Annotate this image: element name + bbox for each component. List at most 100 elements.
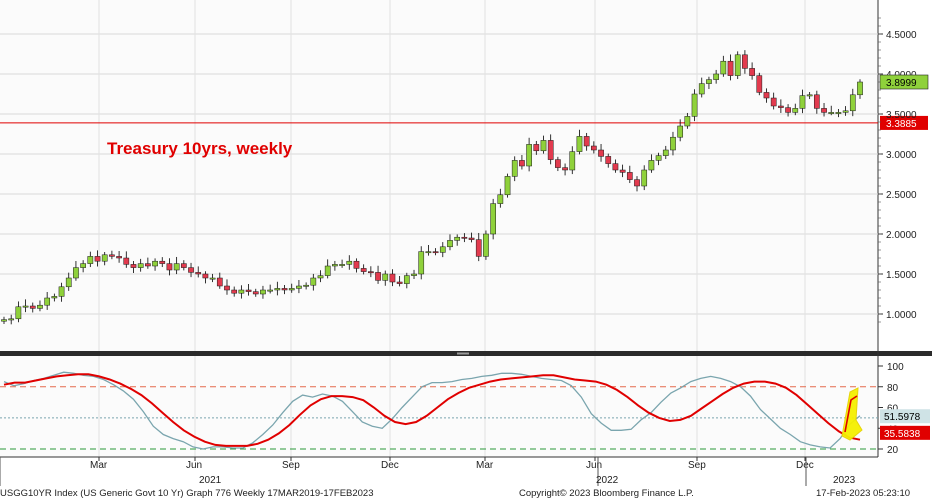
oscillator-tick-label: 60 [887,404,899,415]
candle [799,95,806,109]
candle [785,107,791,113]
candle [706,79,712,84]
candle [159,260,166,264]
candle [37,304,43,309]
candle [849,94,856,112]
candle [180,263,187,268]
candle [562,167,568,171]
candle [403,275,410,284]
candle [123,257,130,265]
candle [22,305,29,308]
separator-grip[interactable] [457,352,469,355]
candle [389,273,396,283]
candle [418,251,425,275]
candle [346,260,353,265]
year-label: 2023 [833,475,856,486]
candle [691,93,698,117]
candle [202,273,209,279]
date-tick-label: Jun [186,460,202,471]
candle [583,136,590,147]
candle [792,108,799,113]
candle [734,54,741,76]
candle [360,268,367,272]
candle [605,156,612,164]
reference-line-label-box [880,115,928,130]
oscillator-value-box [880,425,930,440]
candle [432,251,439,254]
candle [166,263,173,271]
candle [555,159,561,168]
last-value-label: 3.8999 [886,78,917,89]
candle [231,289,238,294]
candle [252,291,259,295]
candle [677,125,684,138]
candle [749,68,755,76]
candle [439,246,446,253]
candle [828,112,835,114]
price-tick-label: 3.0000 [886,150,917,161]
candle [461,236,468,239]
candle [303,284,309,287]
candle [260,289,266,295]
candle [576,136,583,152]
price-tick-label: 1.0000 [886,310,917,321]
candle [375,272,381,281]
candle [641,169,648,187]
date-tick-label: Jun [586,460,602,471]
oscillator-tick-label: 80 [887,383,899,394]
candle [224,285,230,291]
candle [504,176,511,196]
candle [619,169,626,173]
footer-timestamp: 17-Feb-2023 05:23:10 [816,488,911,499]
candle [267,289,274,292]
candle [44,297,51,306]
footer-bar: USGG10YR Index (US Generic Govt 10 Yr) G… [0,487,932,502]
date-tick-label: Dec [796,460,814,471]
date-axis: Mar Jun Sep Dec Mar Jun Sep Dec 2021 2022 2023 [0,456,878,486]
candle [835,112,842,114]
candle [65,277,72,288]
candle [152,260,158,267]
oscillator-tick-label: 100 [887,362,904,373]
date-tick-label: Sep [282,460,300,471]
candle [116,256,122,259]
candle [281,288,288,291]
candle [713,73,719,80]
candle [526,144,532,167]
candle [626,172,633,180]
candle [288,288,295,291]
date-axis-background [0,457,878,487]
chart-title: Treasury 10yrs, weekly [107,139,293,158]
candle [727,60,734,76]
candle [634,179,640,187]
candle [173,263,180,271]
candle [821,108,827,113]
footer-source: USGG10YR Index (US Generic Govt 10 Yr) G… [0,488,374,499]
candle [396,281,403,284]
candle [73,267,79,279]
date-tick-label: Sep [688,460,706,471]
oscillator-line [3,373,861,447]
candle [238,289,245,294]
candle [245,289,252,292]
year-label: 2021 [199,475,222,486]
yellow-highlight-annotation [841,387,863,441]
candle [94,256,101,262]
candle [670,136,676,151]
candle [720,60,727,75]
candle [778,105,784,108]
candle [662,149,669,156]
candle [698,83,705,95]
candle [598,149,604,157]
candle [655,155,662,161]
candle [8,318,15,321]
date-tick-label: Mar [90,460,108,471]
candle [483,233,489,257]
year-label: 2022 [596,475,619,486]
candle [382,273,389,281]
candle [468,237,475,240]
candle [317,275,324,279]
candle [648,160,655,171]
candlestick-series [1,50,863,325]
